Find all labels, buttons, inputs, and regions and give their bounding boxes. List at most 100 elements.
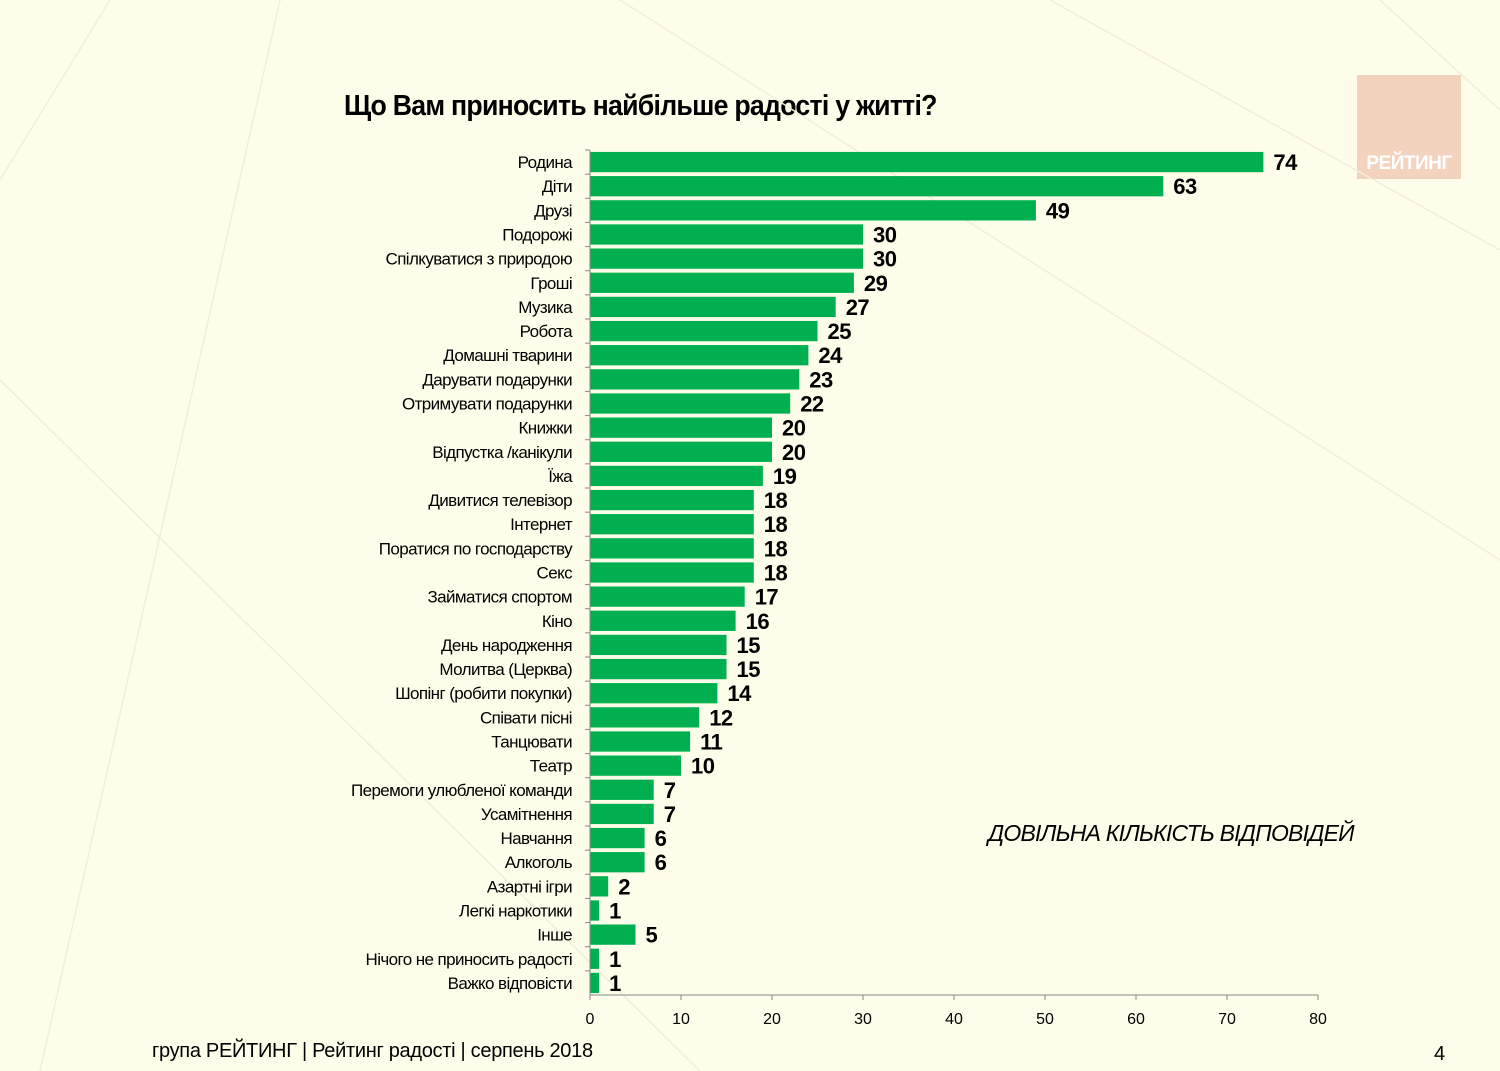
data-label: 63: [1173, 174, 1197, 199]
data-label: 14: [727, 681, 752, 706]
data-label: 74: [1273, 150, 1298, 175]
category-label: Музика: [518, 298, 573, 317]
data-label: 25: [828, 319, 852, 344]
background-line: [1379, 0, 1500, 111]
category-label: Поратися по господарству: [379, 539, 573, 558]
bar: [590, 634, 727, 656]
data-label: 12: [709, 705, 733, 730]
data-label: 18: [764, 536, 788, 561]
category-label: Легкі наркотики: [459, 902, 572, 921]
data-label: 23: [809, 367, 833, 392]
bar: [590, 658, 727, 680]
category-label: Робота: [520, 322, 573, 341]
rating-logo: РЕЙТИНГ: [1357, 75, 1461, 179]
data-label: 17: [755, 585, 779, 610]
data-label: 30: [873, 247, 897, 272]
bar: [590, 707, 700, 728]
data-label: 16: [746, 609, 770, 634]
category-label: Азартні ігри: [487, 877, 572, 896]
category-label: Їжа: [548, 467, 573, 486]
data-label: 2: [618, 874, 630, 899]
bar: [590, 731, 691, 752]
bar: [590, 924, 636, 945]
bar: [590, 369, 800, 390]
data-label: 1: [609, 899, 621, 924]
category-label: Танцювати: [491, 733, 572, 752]
category-label: Алкоголь: [505, 853, 573, 872]
data-label: 7: [664, 778, 676, 803]
data-label: 20: [782, 416, 806, 441]
background-line: [0, 0, 111, 181]
data-label: 19: [773, 464, 797, 489]
category-label: Інтернет: [510, 515, 573, 534]
bar: [590, 562, 754, 583]
x-tick-label: 60: [1127, 1011, 1145, 1028]
bar: [590, 972, 600, 994]
category-label: Молитва (Церква): [439, 660, 572, 679]
bar: [590, 779, 654, 800]
bar: [590, 827, 645, 849]
bar: [590, 393, 791, 414]
category-label: Інше: [537, 926, 572, 945]
page-number: 4: [1434, 1043, 1446, 1065]
category-label: Нічого не приносить радості: [366, 950, 572, 969]
data-label: 7: [664, 802, 676, 827]
category-label: Друзі: [534, 201, 572, 220]
bar: [590, 248, 863, 269]
bar: [590, 320, 818, 342]
background-line: [619, 0, 1500, 561]
data-label: 49: [1046, 198, 1070, 223]
data-label: 11: [700, 730, 723, 755]
x-tick-label: 70: [1218, 1011, 1236, 1028]
x-tick-label: 0: [586, 1011, 595, 1028]
x-tick-label: 20: [763, 1011, 781, 1028]
bar: [590, 224, 863, 245]
logo-text: РЕЙТИНГ: [1366, 153, 1452, 174]
data-label: 24: [818, 343, 843, 368]
data-label: 6: [655, 826, 667, 851]
category-label: Дивитися телевізор: [428, 491, 572, 510]
bar: [590, 200, 1036, 221]
category-label: Займатися спортом: [428, 588, 572, 607]
data-label: 27: [846, 295, 870, 320]
bar: [590, 900, 600, 921]
category-label: Співати пісні: [480, 708, 572, 727]
background-line: [39, 0, 281, 1071]
data-label: 30: [873, 223, 897, 248]
x-tick-label: 40: [945, 1011, 963, 1028]
bar: [590, 272, 854, 293]
bar: [590, 151, 1264, 173]
data-label: 1: [609, 971, 621, 996]
bar: [590, 803, 654, 825]
chart-annotation: ДОВІЛЬНА КІЛЬКІСТЬ ВІДПОВІДЕЙ: [988, 820, 1355, 846]
category-label: Діти: [542, 177, 572, 196]
x-tick-label: 80: [1309, 1011, 1327, 1028]
data-label: 15: [737, 633, 761, 658]
category-label: Перемоги улюбленої команди: [351, 781, 572, 800]
data-label: 18: [764, 488, 788, 513]
category-label: Книжки: [519, 419, 573, 438]
bar: [590, 296, 836, 318]
background-line: [1049, 0, 1500, 251]
data-label: 20: [782, 440, 806, 465]
bar: [590, 538, 754, 559]
bar: [590, 176, 1164, 197]
data-label: 18: [764, 561, 788, 586]
category-label: Театр: [530, 757, 572, 776]
category-label: Усамітнення: [481, 805, 572, 824]
category-label: Відпустка /канікули: [432, 443, 572, 462]
bar: [590, 514, 754, 535]
category-label: Спілкуватися з природою: [386, 250, 573, 269]
data-label: 29: [864, 271, 888, 296]
category-label: Подорожі: [502, 226, 572, 245]
bar: [590, 948, 600, 969]
bar: [590, 683, 718, 704]
category-label: День народження: [441, 636, 572, 655]
category-label: Гроші: [530, 274, 572, 293]
category-label: Навчання: [501, 829, 573, 848]
chart-title: Що Вам приносить найбільше радості у жит…: [344, 90, 937, 122]
bar: [590, 489, 754, 511]
category-label: Кіно: [542, 612, 572, 631]
data-label: 22: [800, 392, 824, 417]
